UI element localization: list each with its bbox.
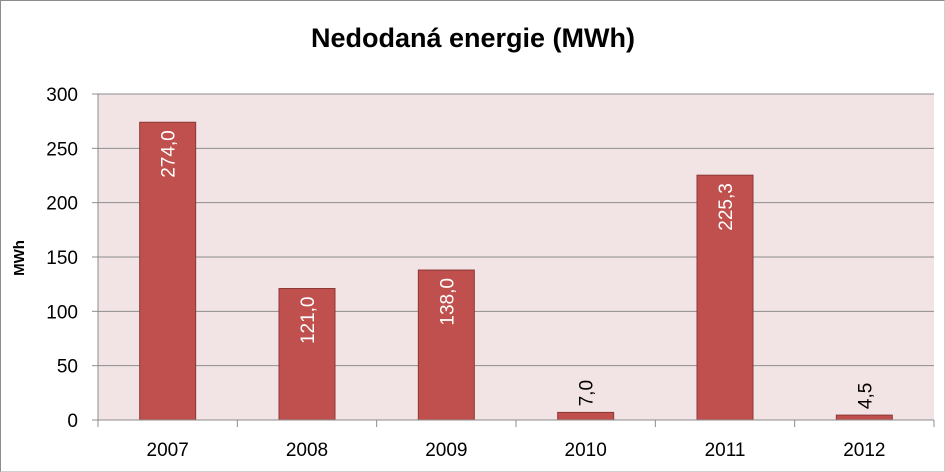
data-label: 4,5 bbox=[855, 383, 876, 409]
chart-title: Nedodaná energie (MWh) bbox=[311, 23, 635, 53]
y-axis-label: MWh bbox=[11, 240, 28, 276]
data-labels: 274,0 121,0 138,0 7,0 225,3 4,5 bbox=[159, 130, 877, 409]
data-label: 274,0 bbox=[159, 130, 180, 178]
x-tick-label: 2012 bbox=[843, 440, 885, 461]
bar-2012 bbox=[835, 414, 893, 421]
y-tick-label: 0 bbox=[67, 411, 78, 432]
bar-2007 bbox=[139, 121, 197, 421]
y-tick-label: 200 bbox=[46, 194, 78, 215]
x-tick-label: 2011 bbox=[705, 440, 746, 461]
y-tick-label: 250 bbox=[46, 139, 78, 160]
bar-2011 bbox=[696, 174, 754, 421]
data-label: 121,0 bbox=[298, 297, 319, 345]
x-tick-labels: 2007 2008 2009 2010 2011 2012 bbox=[147, 440, 886, 461]
x-tick-label: 2007 bbox=[147, 440, 189, 461]
bar-2010 bbox=[557, 411, 615, 421]
y-tick-label: 150 bbox=[46, 248, 78, 269]
x-tick-label: 2009 bbox=[425, 440, 467, 461]
data-label: 138,0 bbox=[437, 278, 458, 326]
x-tick-label: 2008 bbox=[286, 440, 328, 461]
bar-2009 bbox=[417, 269, 475, 421]
x-tick-label: 2010 bbox=[565, 440, 607, 461]
data-label: 225,3 bbox=[716, 183, 737, 231]
gridlines bbox=[98, 93, 934, 367]
y-tick-labels: 0 50 100 150 200 250 300 bbox=[46, 85, 78, 432]
y-tick-label: 100 bbox=[46, 302, 78, 323]
bar-2008 bbox=[278, 288, 336, 421]
data-label: 7,0 bbox=[577, 380, 598, 406]
bars bbox=[139, 121, 893, 421]
y-tick-label: 50 bbox=[57, 357, 78, 378]
y-tick-label: 300 bbox=[46, 85, 78, 106]
axes bbox=[92, 93, 935, 427]
